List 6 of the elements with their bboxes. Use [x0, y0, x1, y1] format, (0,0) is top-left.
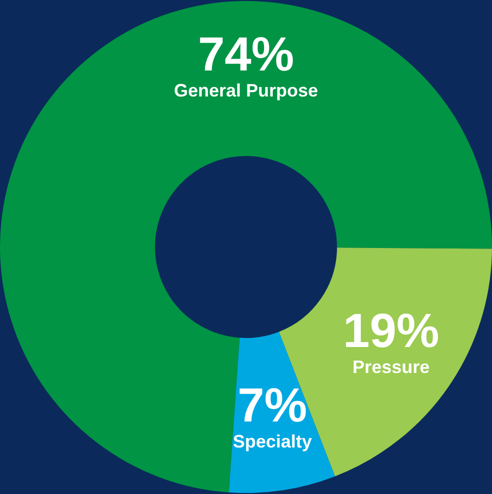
slice-label: General Purpose [174, 80, 318, 101]
data-label: 74% [198, 28, 294, 82]
data-label: 19% [343, 305, 440, 358]
slice-label: Specialty [232, 431, 312, 452]
data-label: 7% [238, 379, 308, 432]
slice-label: Pressure [352, 357, 430, 378]
